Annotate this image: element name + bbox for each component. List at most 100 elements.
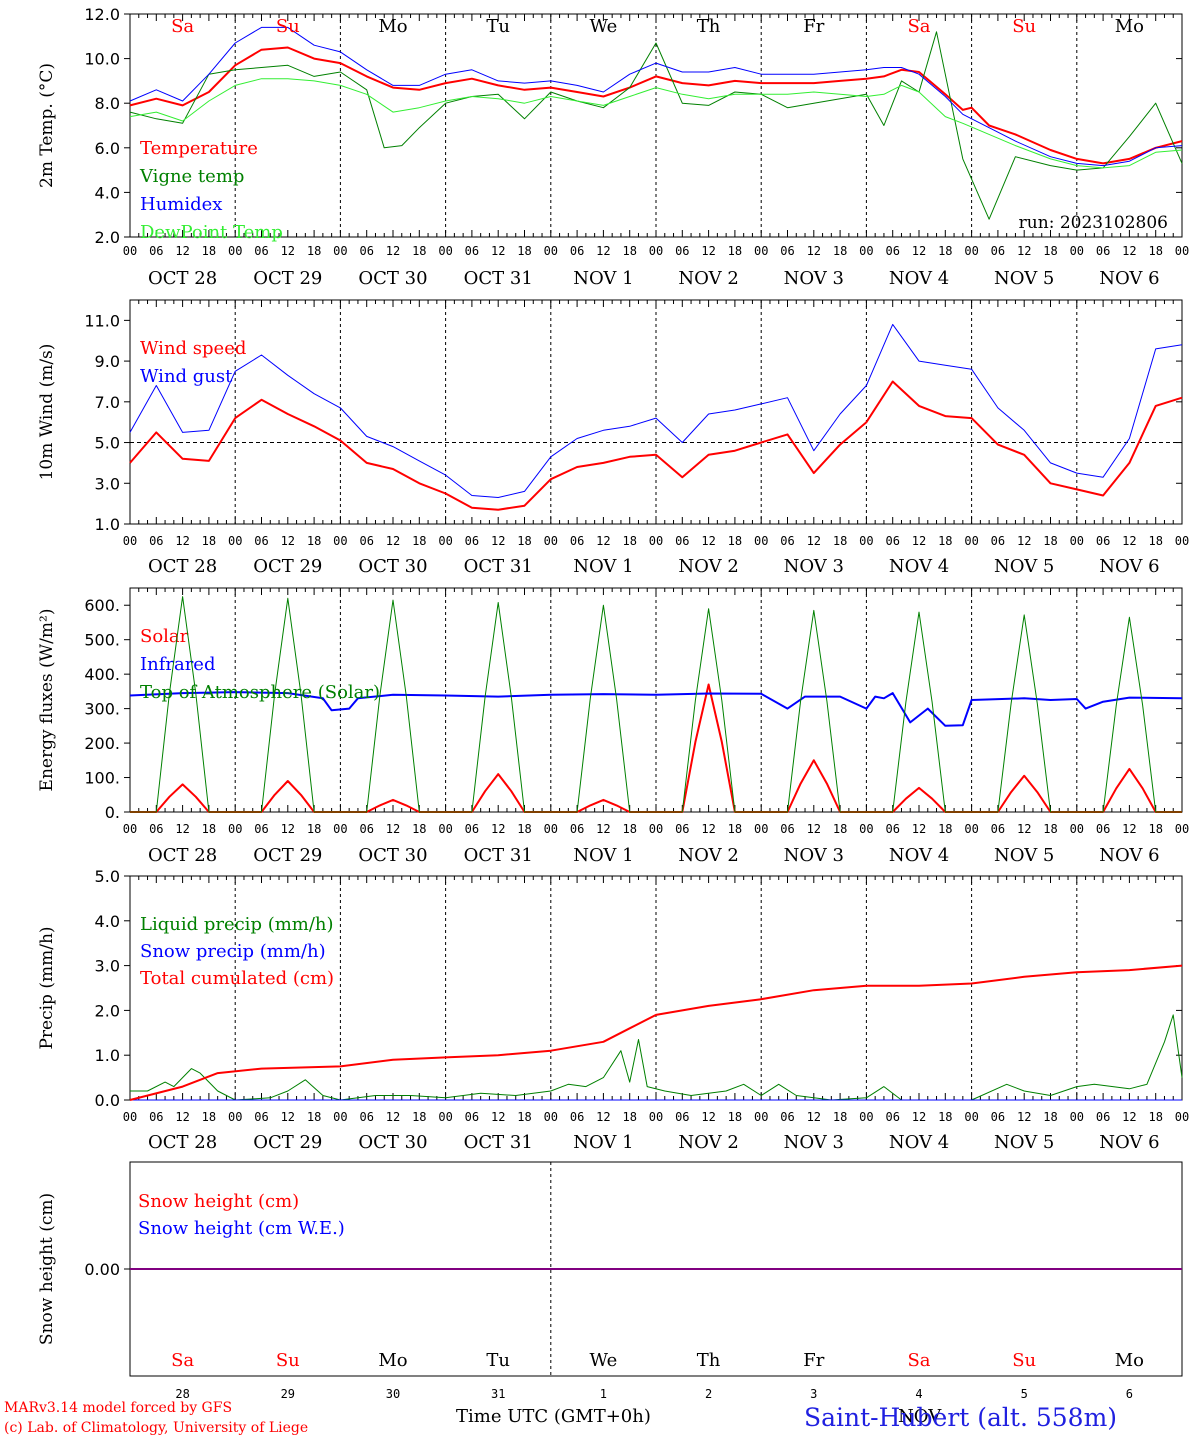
date-label: NOV 1 [573,268,633,289]
hour-label: 18 [1043,822,1057,836]
hour-label: 18 [1043,1110,1057,1124]
hour-label: 06 [780,822,794,836]
hour-label: 06 [885,1110,899,1124]
hour-label: 12 [596,534,610,548]
hour-label: 12 [701,534,715,548]
day-number: 31 [491,1387,505,1401]
y-tick-label: 4.0 [95,912,120,931]
hour-label: 12 [1017,1110,1031,1124]
day-abbr: Su [1012,16,1036,37]
day-number: 28 [175,1387,189,1401]
hour-label: 00 [964,244,978,258]
hour-label: 18 [728,822,742,836]
series-line-total-cumulated-cm- [129,964,1183,1101]
date-label: NOV 3 [784,556,844,577]
date-label: NOV 1 [573,556,633,577]
hour-label: 18 [412,534,426,548]
hour-label: 06 [780,1110,794,1124]
date-label: OCT 29 [253,1132,322,1153]
hour-label: 00 [544,534,558,548]
hour-label: 00 [333,534,347,548]
hour-label: 12 [596,244,610,258]
day-number: 30 [386,1387,400,1401]
hour-label: 00 [964,534,978,548]
hour-label: 00 [123,534,137,548]
hour-label: 12 [281,1110,295,1124]
day-abbr: Sa [907,16,930,37]
date-label: NOV 4 [889,268,949,289]
hour-label: 06 [885,244,899,258]
hour-label: 18 [833,822,847,836]
bottom-month-label: NOV [898,1406,942,1427]
hour-label: 12 [281,822,295,836]
hour-label: 18 [728,1110,742,1124]
hour-label: 06 [780,534,794,548]
hour-label: 18 [412,1110,426,1124]
legend-entry: Wind gust [140,366,233,387]
legend-entry: Top of Atmosphere (Solar) [140,682,380,703]
date-label: NOV 1 [573,845,633,866]
day-abbr: We [590,1350,618,1371]
hour-label: 00 [544,1110,558,1124]
y-tick-label: 12.0 [84,5,120,24]
day-number: 3 [810,1387,817,1401]
hour-label: 12 [1017,244,1031,258]
y-tick-label: 5.0 [95,434,120,453]
hour-label: 00 [1175,822,1189,836]
hour-label: 06 [1096,822,1110,836]
date-label: OCT 28 [148,268,217,289]
legend-entry: Wind speed [140,338,246,359]
hour-label: 06 [1096,534,1110,548]
hour-label: 12 [912,1110,926,1124]
hour-label: 18 [202,822,216,836]
day-abbr: Su [276,1350,300,1371]
hour-label: 06 [465,534,479,548]
y-tick-label: 4.0 [95,183,120,202]
hour-label: 00 [964,1110,978,1124]
date-label: OCT 30 [358,268,427,289]
hour-label: 12 [701,1110,715,1124]
hour-label: 18 [1148,244,1162,258]
date-label: NOV 2 [678,845,738,866]
hour-label: 06 [991,534,1005,548]
hour-label: 00 [1070,244,1084,258]
series-line-vigne-temp [129,31,1183,220]
hour-label: 18 [412,244,426,258]
hour-label: 00 [1070,534,1084,548]
hour-label: 06 [780,244,794,258]
y-tick-label: 10.0 [84,50,120,69]
hour-label: 18 [1148,1110,1162,1124]
day-abbr: Tu [486,16,510,37]
y-tick-label: 8.0 [95,94,120,113]
legend-entry: Snow height (cm W.E.) [138,1218,345,1239]
hour-label: 06 [254,534,268,548]
legend-entry: Snow height (cm) [138,1191,299,1212]
y-tick-label: 100. [84,769,120,788]
hour-label: 00 [228,822,242,836]
hour-label: 18 [1043,534,1057,548]
hour-label: 12 [912,244,926,258]
hour-label: 00 [123,244,137,258]
hour-label: 18 [622,822,636,836]
hour-label: 12 [807,822,821,836]
legend-entry: Snow precip (mm/h) [140,941,326,962]
date-label: NOV 5 [994,1132,1054,1153]
y-tick-label: 1.0 [95,515,120,534]
series-line-liquid-precip-mm-h- [130,1014,1183,1101]
hour-label: 18 [202,244,216,258]
hour-label: 12 [596,1110,610,1124]
date-label: OCT 31 [464,845,533,866]
date-label: NOV 5 [994,556,1054,577]
hour-label: 12 [386,822,400,836]
hour-label: 00 [228,1110,242,1124]
hour-label: 12 [491,534,505,548]
hour-label: 18 [833,1110,847,1124]
hour-label: 18 [517,1110,531,1124]
hour-label: 12 [807,244,821,258]
day-number: 2 [705,1387,712,1401]
hour-label: 18 [938,822,952,836]
y-tick-label: 200. [84,734,120,753]
hour-label: 00 [754,1110,768,1124]
hour-label: 06 [991,1110,1005,1124]
hour-label: 06 [1096,1110,1110,1124]
